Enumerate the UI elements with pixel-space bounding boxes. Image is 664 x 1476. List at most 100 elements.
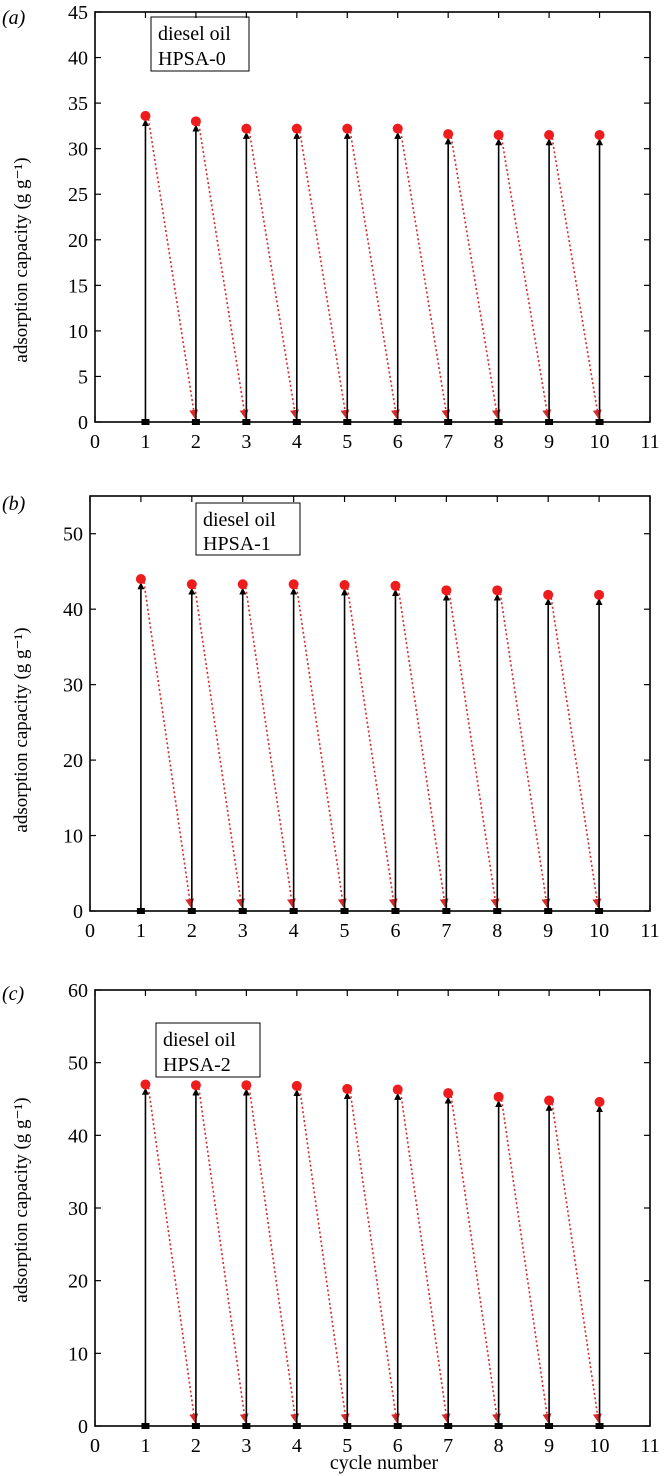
data-point <box>543 589 554 600</box>
baseline-marker <box>191 419 200 425</box>
y-axis-label: adsorption capacity (g g⁻¹) <box>11 627 32 832</box>
reuse-arrow <box>299 1088 350 1423</box>
baseline-marker <box>595 419 604 425</box>
y-tick-label: 40 <box>68 48 88 70</box>
data-point <box>241 1080 252 1091</box>
baseline-marker <box>343 419 352 425</box>
data-point <box>594 130 605 140</box>
reuse-arrow <box>399 131 451 419</box>
y-tick-label: 30 <box>68 139 88 161</box>
baseline-marker <box>343 1423 352 1429</box>
baseline-marker <box>545 1423 554 1429</box>
panel-a: (a) adsorption capacity (g g⁻¹) diesel o… <box>2 2 660 453</box>
reuse-arrow <box>244 587 296 908</box>
legend-line-2: HPSA-0 <box>158 48 226 70</box>
data-point <box>594 1096 605 1107</box>
baseline-marker <box>289 908 298 914</box>
data-point <box>492 585 503 596</box>
x-tick-label: 8 <box>492 920 502 942</box>
x-tick-label: 4 <box>289 920 299 942</box>
data-point <box>443 129 454 140</box>
data-point <box>441 585 452 596</box>
y-tick-label: 10 <box>63 826 83 848</box>
x-tick-label: 9 <box>544 431 554 453</box>
baseline-marker <box>292 1423 301 1429</box>
x-tick-label: 9 <box>543 920 553 942</box>
baseline-marker <box>191 1423 200 1429</box>
baseline-marker <box>393 419 402 425</box>
data-point <box>544 1095 555 1106</box>
data-point <box>241 123 252 134</box>
baseline-marker <box>136 908 145 914</box>
data-point <box>594 589 605 600</box>
x-tick-label: 5 <box>342 431 352 453</box>
x-tick-label: 11 <box>640 431 659 453</box>
baseline-marker <box>544 908 553 914</box>
baseline-marker <box>494 419 503 425</box>
x-tick-label: 0 <box>85 920 95 942</box>
reuse-arrow <box>194 587 246 908</box>
legend-line-1: diesel oil <box>163 1029 236 1051</box>
y-axis-label: adsorption capacity (g g⁻¹) <box>11 1097 32 1302</box>
x-tick-label: 10 <box>590 1435 610 1457</box>
x-tick-label: 2 <box>191 1435 201 1457</box>
y-tick-label: 60 <box>68 980 88 1002</box>
x-tick-label: 3 <box>238 920 248 942</box>
plot-frame <box>89 495 651 912</box>
data-point <box>237 579 248 590</box>
reuse-arrow <box>450 1096 501 1423</box>
baseline-marker <box>493 908 502 914</box>
x-tick-label: 7 <box>443 431 453 453</box>
x-tick-label: 8 <box>494 1435 504 1457</box>
y-axis-label: adsorption capacity (g g⁻¹) <box>11 157 32 362</box>
plot-frame <box>94 11 651 423</box>
data-point <box>544 130 555 140</box>
x-tick-label: 3 <box>241 431 251 453</box>
x-tick-label: 8 <box>494 431 504 453</box>
reuse-arrow <box>448 593 500 908</box>
reuse-arrow <box>248 1088 300 1423</box>
x-tick-label: 5 <box>342 1435 352 1457</box>
x-tick-label: 4 <box>292 1435 302 1457</box>
reuse-arrow <box>500 137 552 419</box>
x-tick-label: 1 <box>136 920 146 942</box>
reuse-arrow <box>147 1087 199 1423</box>
baseline-marker <box>292 419 301 425</box>
data-point <box>493 1091 504 1102</box>
baseline-marker <box>187 908 196 914</box>
y-tick-label: 0 <box>78 1416 88 1438</box>
panel-label: (b) <box>2 493 26 515</box>
baseline-marker <box>494 1423 503 1429</box>
x-tick-label: 7 <box>441 920 451 942</box>
reuse-arrow <box>198 1088 249 1423</box>
legend-box <box>195 502 301 556</box>
legend-line-1: diesel oil <box>203 509 276 531</box>
y-tick-label: 15 <box>68 275 88 297</box>
reuse-arrow <box>551 1103 602 1423</box>
y-tick-label: 30 <box>63 675 83 697</box>
reuse-arrow <box>295 587 347 908</box>
reuse-arrow <box>349 131 400 419</box>
data-point <box>392 123 403 134</box>
data-point <box>190 116 201 127</box>
legend-box <box>150 16 250 72</box>
y-tick-label: 50 <box>68 1053 88 1075</box>
baseline-marker <box>393 1423 402 1429</box>
reuse-arrow <box>550 597 602 908</box>
y-tick-label: 30 <box>68 1198 88 1220</box>
reuse-arrow <box>397 588 449 908</box>
x-tick-label: 5 <box>340 920 350 942</box>
x-tick-label: 6 <box>390 920 400 942</box>
y-tick-label: 10 <box>68 1343 88 1365</box>
y-tick-label: 45 <box>68 2 88 24</box>
data-point <box>186 579 197 590</box>
baseline-marker <box>442 908 451 914</box>
y-tick-label: 0 <box>73 901 83 923</box>
reuse-arrow <box>198 124 249 419</box>
baseline-marker <box>242 1423 251 1429</box>
legend-box <box>155 1022 261 1078</box>
x-tick-label: 11 <box>640 920 659 942</box>
reuse-arrow <box>346 587 398 908</box>
reuse-arrow <box>299 131 350 419</box>
x-axis-label: cycle number <box>330 1452 439 1474</box>
